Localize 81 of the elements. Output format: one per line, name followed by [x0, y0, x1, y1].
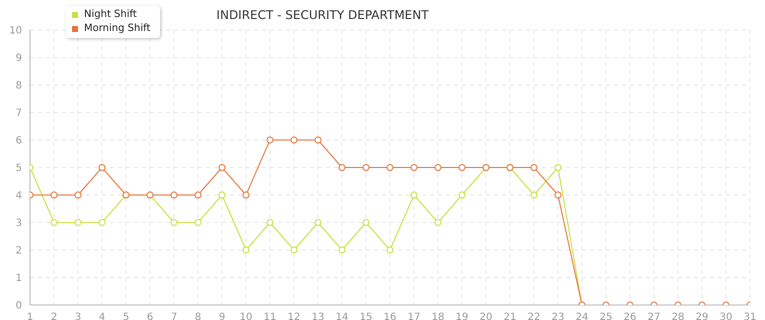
- point: [362, 164, 370, 171]
- x-tick-label: 17: [408, 312, 420, 320]
- legend-label: Night Shift: [84, 8, 137, 22]
- x-tick-label: 22: [528, 312, 540, 320]
- x-tick-label: 10: [240, 312, 252, 320]
- point: [530, 164, 538, 171]
- y-tick-label: 3: [16, 218, 22, 230]
- x-tick-label: 15: [360, 312, 372, 320]
- y-tick-label: 9: [16, 53, 22, 64]
- x-tick-label: 31: [744, 312, 756, 320]
- point: [434, 164, 442, 171]
- y-tick-label: 1: [16, 273, 22, 284]
- point: [194, 219, 202, 226]
- point: [554, 164, 562, 171]
- point: [170, 192, 178, 198]
- point: [242, 246, 250, 254]
- point: [338, 246, 346, 254]
- y-tick-label: 2: [16, 246, 22, 257]
- x-tick-label: 16: [384, 312, 396, 320]
- point: [410, 164, 418, 171]
- point: [170, 219, 178, 226]
- point: [266, 219, 274, 226]
- x-tick-label: 6: [146, 312, 154, 320]
- x-tick-label: 23: [552, 312, 564, 320]
- y-tick-label: 10: [9, 26, 22, 37]
- point: [386, 246, 394, 254]
- x-tick-label: 1: [26, 312, 34, 320]
- point: [98, 164, 106, 171]
- y-tick-label: 4: [16, 190, 22, 202]
- x-tick-label: 21: [504, 312, 516, 320]
- point: [458, 164, 466, 171]
- chart-title: INDIRECT - SECURITY DEPARTMENT: [216, 8, 429, 22]
- point: [458, 192, 466, 198]
- y-tick-label: 5: [16, 163, 22, 174]
- y-tick-label: 8: [16, 80, 22, 92]
- point: [218, 192, 226, 198]
- point: [50, 192, 58, 198]
- point: [362, 219, 370, 226]
- x-tick-label: 3: [74, 312, 82, 320]
- x-tick-label: 5: [122, 312, 130, 320]
- x-tick-label: 2: [50, 312, 58, 320]
- x-tick-label: 19: [456, 312, 468, 320]
- point: [554, 192, 562, 198]
- y-tick-label: 0: [16, 300, 22, 312]
- x-tick-label: 29: [696, 312, 708, 320]
- legend-label: Morning Shift: [84, 22, 150, 36]
- x-tick-label: 4: [98, 312, 106, 320]
- point: [74, 219, 82, 226]
- point: [50, 219, 58, 226]
- x-tick-label: 24: [576, 312, 588, 320]
- point: [74, 192, 82, 198]
- x-tick-label: 30: [720, 312, 732, 320]
- point: [338, 164, 346, 171]
- point: [434, 219, 442, 226]
- x-tick-label: 18: [432, 312, 444, 320]
- y-tick-label: 6: [16, 136, 22, 147]
- x-tick-label: 13: [312, 312, 324, 320]
- x-tick-label: 14: [336, 312, 348, 320]
- x-tick-label: 12: [288, 312, 300, 320]
- point: [218, 164, 226, 171]
- point: [386, 164, 394, 171]
- point: [314, 136, 322, 144]
- x-tick-label: 26: [624, 312, 636, 320]
- point: [194, 192, 202, 198]
- point: [410, 192, 418, 198]
- point: [530, 192, 538, 198]
- x-tick-label: 11: [264, 312, 276, 320]
- x-tick-label: 9: [218, 312, 226, 320]
- x-tick-label: 8: [194, 312, 202, 320]
- point: [98, 219, 106, 226]
- x-tick-label: 28: [672, 312, 684, 320]
- x-tick-label: 27: [648, 312, 660, 320]
- x-tick-label: 20: [480, 312, 492, 320]
- x-tick-label: 7: [170, 312, 178, 320]
- x-tick-label: 25: [600, 312, 612, 320]
- point: [290, 136, 298, 144]
- point: [266, 136, 274, 144]
- point: [242, 192, 250, 198]
- y-tick-label: 7: [16, 108, 22, 120]
- point: [314, 219, 322, 226]
- point: [290, 246, 298, 254]
